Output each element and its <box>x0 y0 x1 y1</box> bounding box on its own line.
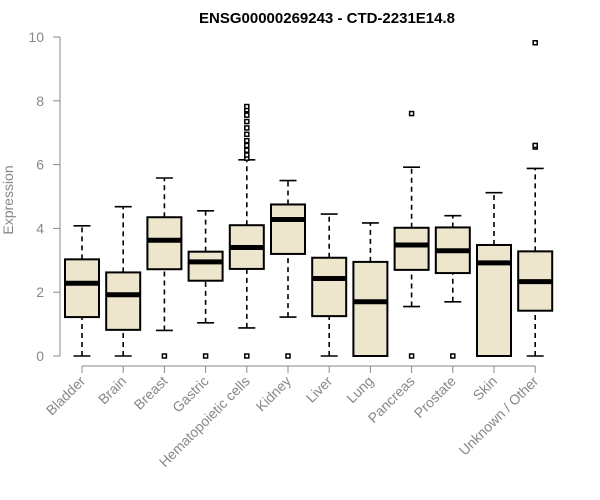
outlier-point <box>408 110 415 117</box>
x-tick-label: Prostate <box>411 373 459 421</box>
iqr-box <box>187 250 224 282</box>
outlier-point <box>161 353 168 359</box>
outlier-point <box>244 147 250 153</box>
outlier-point <box>244 118 250 125</box>
x-tick-label: Breast <box>131 373 171 413</box>
iqr-box <box>64 258 100 319</box>
box-skin <box>476 191 512 358</box>
iqr-box <box>311 256 348 318</box>
plot-area <box>64 39 554 359</box>
box-pancreas <box>393 110 430 359</box>
outlier-point <box>244 131 250 138</box>
box-bladder <box>64 225 100 357</box>
outlier-point <box>532 39 538 46</box>
outlier-point <box>244 103 250 110</box>
outlier-point <box>244 137 250 144</box>
outlier-point <box>202 353 209 359</box>
box-liver <box>311 213 348 357</box>
box-brain <box>105 205 142 357</box>
x-tick-label: Bladder <box>43 373 89 419</box>
y-tick-label: 4 <box>36 220 44 236</box>
chart-title: ENSG00000269243 - CTD-2231E14.8 <box>199 10 455 27</box>
iqr-box <box>352 260 389 357</box>
x-tick-label: Skin <box>470 373 501 404</box>
outlier-point <box>532 142 538 149</box>
outlier-point <box>285 353 291 359</box>
box-lung <box>352 222 389 357</box>
x-tick-label: Kidney <box>253 373 295 415</box>
outlier-point <box>244 152 250 158</box>
box-hematopoietic-cells <box>228 103 265 359</box>
outlier-point <box>244 125 250 131</box>
outlier-point <box>408 353 415 359</box>
outlier-point <box>244 112 250 118</box>
x-tick-label: Lung <box>343 373 376 406</box>
y-tick-label: 8 <box>36 93 44 109</box>
iqr-box <box>393 226 430 271</box>
iqr-box <box>146 216 183 271</box>
x-tick-label: Liver <box>303 373 336 406</box>
y-tick-label: 0 <box>36 348 44 364</box>
box-breast <box>146 177 183 359</box>
iqr-box <box>105 271 142 331</box>
box-unknown-other <box>517 39 554 357</box>
y-axis-label: Expression <box>0 165 16 234</box>
box-kidney <box>270 179 306 359</box>
outlier-point <box>244 353 250 359</box>
iqr-box <box>270 203 306 255</box>
y-tick-label: 2 <box>36 284 44 300</box>
y-tick-label: 6 <box>36 157 44 173</box>
box-prostate <box>434 214 471 359</box>
box-gastric <box>187 210 224 359</box>
outlier-point <box>244 142 250 149</box>
outlier-point <box>450 353 456 359</box>
x-tick-label: Brain <box>95 373 129 407</box>
y-tick-label: 10 <box>28 29 44 45</box>
